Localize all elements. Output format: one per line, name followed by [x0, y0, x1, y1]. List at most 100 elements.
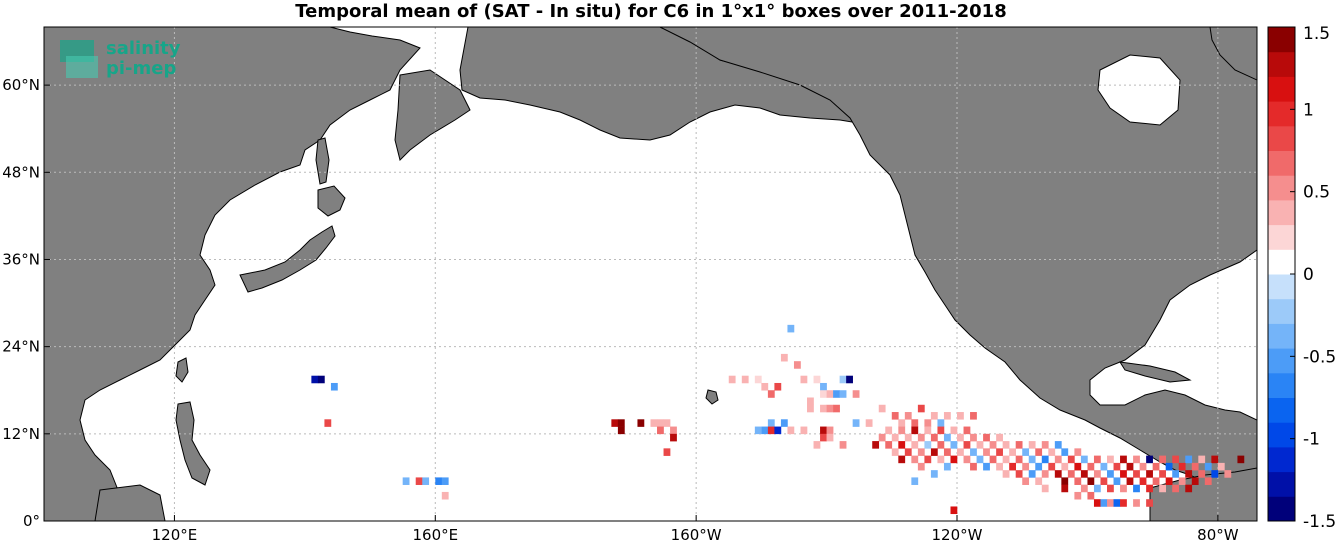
- heatmap-cell: [820, 433, 827, 442]
- heatmap-cell: [1107, 499, 1114, 507]
- heatmap-cell: [780, 353, 788, 362]
- heatmap-cell: [1002, 455, 1010, 464]
- heatmap-cell: [1002, 441, 1010, 449]
- heatmap-cell: [774, 382, 782, 391]
- heatmap-cell: [898, 426, 906, 435]
- heatmap-cell: [1041, 484, 1049, 493]
- colorbar-tick-label: -1: [1303, 430, 1320, 450]
- x-tick-label: 160°W: [671, 526, 722, 544]
- heatmap-cell: [911, 419, 919, 427]
- heatmap-cell: [885, 441, 893, 449]
- heatmap-cell: [1139, 477, 1147, 485]
- colorbar-tick-label: 1.5: [1303, 24, 1330, 44]
- heatmap-cell: [976, 441, 984, 449]
- heatmap-cell: [441, 477, 449, 485]
- heatmap-cell: [943, 412, 951, 420]
- heatmap-cell: [1100, 499, 1108, 507]
- data-cells: [311, 324, 1245, 515]
- colorbar-swatch: [1268, 101, 1295, 127]
- heatmap-cell: [1185, 455, 1193, 464]
- heatmap-cell: [1191, 462, 1199, 471]
- heatmap-cell: [1107, 470, 1114, 478]
- colorbar-tick-label: 0.5: [1303, 183, 1330, 203]
- heatmap-cell: [422, 477, 430, 485]
- heatmap-cell: [1022, 477, 1030, 485]
- heatmap-cell: [826, 390, 834, 398]
- heatmap-cell: [1093, 499, 1101, 507]
- heatmap-cell: [1087, 462, 1095, 471]
- heatmap-cell: [924, 441, 932, 449]
- heatmap-cell: [741, 375, 749, 384]
- heatmap-cell: [1159, 484, 1166, 493]
- heatmap-cell: [780, 419, 788, 427]
- heatmap-cell: [1133, 499, 1140, 507]
- land-philippines: [175, 401, 211, 486]
- heatmap-cell: [833, 404, 840, 413]
- heatmap-cell: [800, 426, 808, 435]
- heatmap-cell: [839, 441, 847, 449]
- heatmap-cell: [1035, 477, 1043, 485]
- heatmap-cell: [1211, 455, 1219, 464]
- heatmap-cell: [1041, 441, 1049, 449]
- heatmap-cell: [924, 419, 932, 427]
- heatmap-cell: [1028, 455, 1036, 464]
- heatmap-cell: [904, 433, 912, 442]
- heatmap-cell: [976, 455, 984, 464]
- land-asia-east: [44, 27, 421, 521]
- heatmap-cell: [1159, 455, 1166, 464]
- heatmap-cell: [1093, 470, 1101, 478]
- heatmap-cell: [1224, 470, 1232, 478]
- heatmap-cell: [1048, 462, 1056, 471]
- heatmap-cell: [1074, 462, 1082, 471]
- heatmap-cell: [820, 390, 827, 398]
- heatmap-cell: [1100, 477, 1108, 485]
- heatmap-cell: [950, 506, 958, 515]
- heatmap-cell: [1061, 462, 1069, 471]
- y-tick-label: 12°N: [2, 425, 40, 443]
- heatmap-cell: [1152, 477, 1160, 485]
- land-hokkaido: [317, 185, 346, 217]
- colorbar-swatch: [1268, 76, 1295, 102]
- heatmap-cell: [1022, 448, 1030, 456]
- heatmap-cell: [1048, 448, 1056, 456]
- heatmap-cell: [1120, 484, 1127, 493]
- colorbar-swatch: [1268, 199, 1295, 226]
- heatmap-cell: [963, 441, 971, 449]
- heatmap-cell: [1133, 484, 1140, 493]
- heatmap-cell: [872, 441, 880, 449]
- heatmap-cell: [754, 375, 762, 384]
- heatmap-cell: [1217, 462, 1225, 471]
- heatmap-cell: [1237, 455, 1245, 464]
- heatmap-cell: [1107, 484, 1114, 493]
- heatmap-cell: [728, 375, 736, 384]
- heatmap-cell: [1178, 462, 1186, 471]
- heatmap-cell: [891, 433, 899, 442]
- heatmap-cell: [930, 433, 938, 442]
- heatmap-cell: [1204, 477, 1212, 485]
- heatmap-cell: [807, 404, 814, 413]
- colorbar-swatch: [1268, 496, 1295, 522]
- heatmap-cell: [1093, 484, 1101, 493]
- heatmap-cell: [1080, 470, 1088, 478]
- heatmap-cell: [943, 433, 951, 442]
- heatmap-cell: [611, 419, 619, 427]
- land-taiwan: [175, 357, 189, 383]
- heatmap-cell: [852, 419, 860, 427]
- land-hawaii: [705, 389, 719, 405]
- heatmap-cell: [761, 382, 769, 391]
- heatmap-cell: [1146, 499, 1153, 507]
- heatmap-cell: [983, 448, 990, 456]
- heatmap-cell: [1061, 484, 1069, 493]
- heatmap-cell: [774, 426, 782, 435]
- heatmap-cell: [950, 426, 958, 435]
- heatmap-cell: [957, 433, 964, 442]
- heatmap-cell: [650, 419, 658, 427]
- colorbar-swatch: [1268, 249, 1295, 275]
- heatmap-cell: [1126, 477, 1134, 485]
- heatmap-cell: [996, 462, 1003, 471]
- x-tick-label: 80°W: [1197, 526, 1239, 544]
- colorbar: 1.5 1 0.5 0 -0.5 -1 -1.5: [1267, 24, 1336, 532]
- colorbar-swatch: [1268, 422, 1295, 448]
- heatmap-cell: [833, 390, 840, 398]
- logo-text-pi-mep: pi-mep: [106, 58, 176, 79]
